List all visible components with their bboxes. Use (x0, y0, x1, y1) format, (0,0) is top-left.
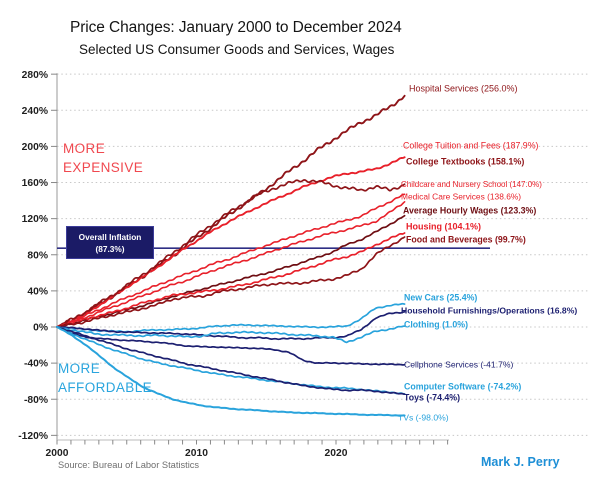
series-label-cellphone-services: Cellphone Services (-41.7%) (404, 359, 514, 370)
series-label-household-furnishings-operations: Household Furnishings/Operations (16.8%) (401, 305, 578, 316)
series-line-cellphone-services (56, 326, 406, 366)
series-label-medical-care-services: Medical Care Services (138.6%) (401, 191, 522, 202)
x-tick-label: 2000 (46, 448, 69, 459)
x-tick-label: 2020 (325, 448, 348, 459)
annotation-more-expensive-line1: MORE (63, 141, 106, 156)
y-tick-label: 40% (27, 286, 48, 297)
y-tick-label: 200% (22, 142, 48, 153)
annotation-more-affordable: MORE AFFORDABLE (58, 359, 152, 397)
y-tick-label: 280% (22, 70, 48, 81)
overall-inflation-value: (87.3%) (95, 243, 125, 254)
y-tick-label: -80% (24, 395, 48, 406)
x-tick-label: 2010 (185, 448, 208, 459)
source-note: Source: Bureau of Labor Statistics (58, 460, 200, 470)
series-label-computer-software: Computer Software (-74.2%) (404, 381, 522, 392)
annotation-more-expensive: MORE EXPENSIVE (63, 139, 143, 177)
series-label-housing: Housing (104.1%) (406, 221, 482, 232)
series-line-housing (56, 232, 406, 328)
y-tick-label: -40% (24, 359, 48, 370)
y-tick-label: 80% (27, 250, 48, 261)
series-label-college-textbooks: College Textbooks (158.1%) (406, 156, 525, 167)
series-label-average-hourly-wages: Average Hourly Wages (123.3%) (403, 205, 537, 216)
chart-title: Price Changes: January 2000 to December … (70, 19, 402, 36)
series-line-medical-care-services (56, 201, 406, 328)
series-line-computer-software (56, 326, 406, 395)
series-line-childcare-and-nursery-school (56, 193, 406, 328)
series-label-clothing: Clothing (1.0%) (404, 319, 469, 330)
series-label-hospital-services: Hospital Services (256.0%) (409, 83, 518, 94)
overall-inflation-box: Overall Inflation (87.3%) (66, 226, 154, 259)
y-tick-label: -120% (18, 431, 48, 442)
series-label-tvs: TVs (-98.0%) (398, 412, 449, 423)
series-label-college-tuition-and-fees: College Tuition and Fees (187.9%) (403, 140, 539, 151)
annotation-more-affordable-line2: AFFORDABLE (58, 380, 153, 395)
series-line-clothing (56, 325, 406, 344)
series-line-household-furnishings-operations (56, 310, 406, 341)
series-label-new-cars: New Cars (25.4%) (404, 292, 478, 303)
series-label-childcare-and-nursery-school: Childcare and Nursery School (147.0%) (401, 180, 542, 190)
overall-inflation-label: Overall Inflation (78, 231, 142, 242)
series-label-food-and-beverages: Food and Beverages (99.7%) (406, 234, 526, 245)
y-tick-label: 240% (22, 106, 48, 117)
credit-signature: Mark J. Perry (481, 455, 560, 469)
series-line-tvs (56, 326, 406, 417)
series-line-toys (56, 326, 406, 396)
y-tick-label: 160% (22, 178, 48, 189)
annotation-more-affordable-line1: MORE (58, 361, 101, 376)
series-label-toys: Toys (-74.4%) (404, 392, 461, 403)
series-line-college-textbooks (56, 179, 406, 328)
y-tick-label: 0% (33, 323, 48, 334)
y-tick-label: 120% (22, 214, 48, 225)
chart-subtitle: Selected US Consumer Goods and Services,… (79, 42, 395, 57)
annotation-more-expensive-line2: EXPENSIVE (63, 160, 144, 175)
series-line-food-and-beverages (56, 236, 406, 328)
